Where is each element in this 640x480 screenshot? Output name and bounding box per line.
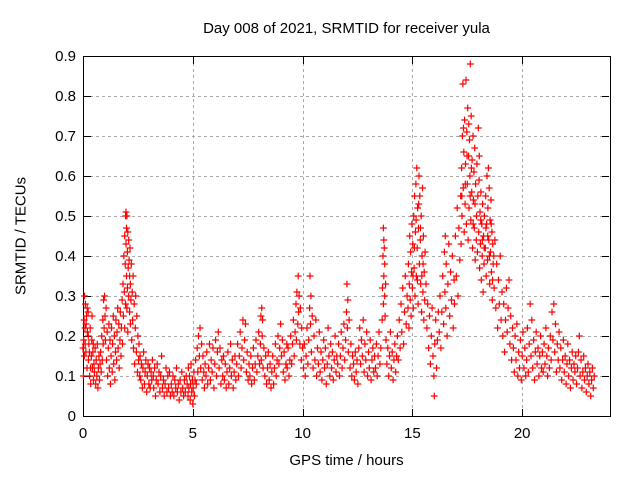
y-tick-label: 0 [68, 408, 76, 425]
x-tick-label: 10 [294, 425, 311, 442]
y-tick-label: 0.5 [55, 208, 76, 225]
data-points [79, 60, 598, 408]
y-tick-label: 0.9 [55, 48, 76, 65]
y-tick-label: 0.2 [55, 328, 76, 345]
y-tick-label: 0.4 [55, 248, 76, 265]
y-tick-label: 0.1 [55, 368, 76, 385]
y-tick-label: 0.6 [55, 168, 76, 185]
x-tick-label: 15 [404, 425, 421, 442]
x-tick-label: 20 [514, 425, 531, 442]
plot-border [83, 56, 611, 417]
chart-title: Day 008 of 2021, SRMTID for receiver yul… [203, 20, 490, 37]
y-tick-label: 0.3 [55, 288, 76, 305]
y-axis-label: SRMTID / TECUs [12, 176, 30, 296]
tick-labels: 0 5 10 15 20 0 0.1 0.2 0.3 0.4 0.5 0.6 0.7 0.8 0.9 [55, 48, 530, 442]
y-tick-label: 0.7 [55, 128, 76, 145]
x-tick-label: 5 [189, 425, 197, 442]
grid [84, 57, 609, 415]
x-axis-label: GPS time / hours [289, 452, 404, 469]
axis-ticks [83, 56, 609, 417]
x-tick-label: 0 [79, 425, 87, 442]
y-tick-label: 0.8 [55, 88, 76, 105]
